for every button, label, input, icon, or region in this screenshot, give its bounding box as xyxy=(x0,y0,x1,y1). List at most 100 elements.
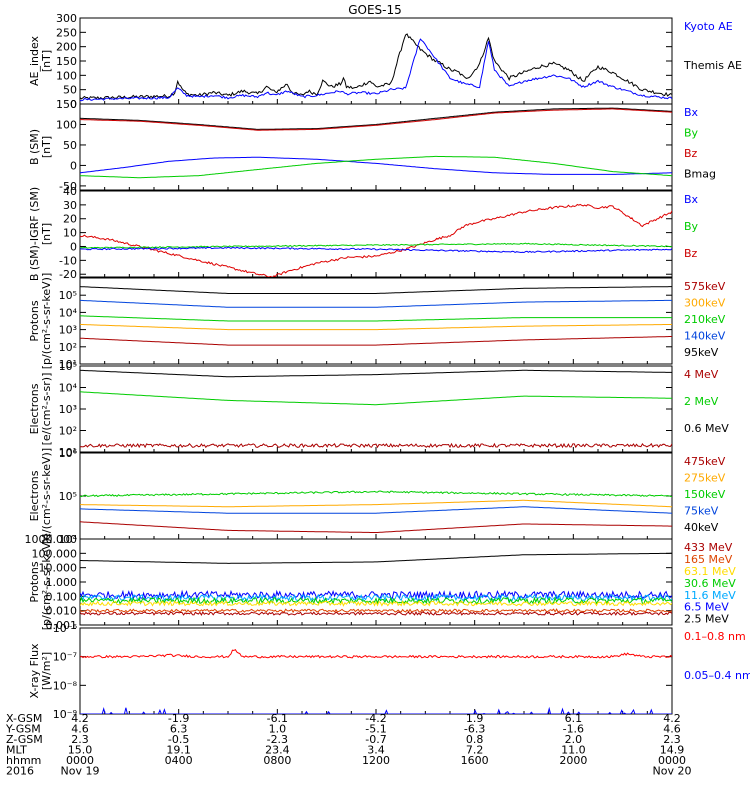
y-tick-label: 10⁵ xyxy=(59,289,77,302)
ephemeris-value: -0.7 xyxy=(365,733,386,746)
legend-entry: 210keV xyxy=(684,313,726,326)
legend-entry: Bx xyxy=(684,106,699,119)
y-tick-label: 150 xyxy=(56,98,77,111)
series-line-kyoto-ae xyxy=(80,38,672,102)
y-tick-label: 50 xyxy=(63,139,77,152)
legend-entry: 275keV xyxy=(684,472,726,485)
y-tick-label: 1000.000 xyxy=(25,533,78,546)
ephemeris-value: 4.2 xyxy=(663,712,681,725)
ephemeris-value: -6.3 xyxy=(464,723,485,736)
y-tick-label: 200 xyxy=(56,41,77,54)
y-tick-label: 300 xyxy=(56,12,77,25)
ephemeris-value: 1.0 xyxy=(269,723,287,736)
series-line-2-mev xyxy=(80,391,672,406)
y-tick-label: 100.000 xyxy=(32,547,78,560)
y-tick-label: 0 xyxy=(70,159,77,172)
series-line-by xyxy=(80,242,672,249)
y-axis-label: Protons[p/(cm²-s-sr-keV)] xyxy=(28,534,53,631)
legend-entry: 11.6 MeV xyxy=(684,589,736,602)
legend-entry: 30.6 MeV xyxy=(684,577,736,590)
y-tick-label: 10² xyxy=(59,341,77,354)
series-line-30-6-mev xyxy=(80,596,672,606)
legend-entry: 0.6 MeV xyxy=(684,422,729,435)
y-axis-label: B (SM)-IGRF (SM)[nT] xyxy=(28,187,53,281)
ephemeris-value: 1200 xyxy=(362,754,390,767)
ephemeris-value: 4.6 xyxy=(71,723,89,736)
legend-entry: 4 MeV xyxy=(684,368,719,381)
y-tick-label: 20 xyxy=(63,213,77,226)
legend-entry: 6.5 MeV xyxy=(684,601,729,614)
legend-entry: 433 MeV xyxy=(684,541,733,554)
ephemeris-value: Nov 19 xyxy=(61,765,100,778)
y-tick-label: 10⁴ xyxy=(59,382,78,395)
ephemeris-value: Nov 20 xyxy=(653,765,692,778)
series-line-575kev xyxy=(80,336,672,346)
panel-protons_mag: 10¹ 10² 10³ 10⁴ 10⁵ Protons[p/(cm²-s-sr-keV)]… xyxy=(28,273,726,371)
series-line-165-mev xyxy=(80,608,672,614)
ephemeris-row-label: MLT xyxy=(6,744,27,757)
ephemeris-value: 0000 xyxy=(658,754,686,767)
y-tick-label: 10¹ xyxy=(59,358,77,371)
chart-title: GOES-15 xyxy=(348,3,402,17)
y-tick-label: 150 xyxy=(56,55,77,68)
y-tick-label: 10⁻⁸ xyxy=(53,679,78,692)
x-axis-ephemeris: X-GSM 4.2 -1.9 -6.1 -4.2 1.9 6.1 4.2 Y-GSM 4.6 6.3… xyxy=(5,712,691,778)
series-line-475kev xyxy=(80,521,672,533)
panel-frame xyxy=(79,17,673,105)
series-line-95kev xyxy=(80,286,672,294)
y-tick-label: 10⁶ xyxy=(59,447,78,460)
y-tick-label: -10 xyxy=(59,254,77,267)
legend-entry: 165 MeV xyxy=(684,553,733,566)
y-tick-label: 1.000 xyxy=(46,576,78,589)
ephemeris-row-label: Z-GSM xyxy=(6,733,43,746)
legend-entry: 63.1 MeV xyxy=(684,565,736,578)
legend-entry: 300keV xyxy=(684,297,726,310)
y-tick-label: 100 xyxy=(56,69,77,82)
ephemeris-value: 3.4 xyxy=(367,744,385,757)
ephemeris-value: 2000 xyxy=(559,754,587,767)
ephemeris-value: 1.9 xyxy=(466,712,484,725)
series-line-433-mev xyxy=(80,611,672,616)
legend-entry: 575keV xyxy=(684,280,726,293)
ephemeris-row-label: 2016 xyxy=(6,765,34,778)
y-tick-label: 10³ xyxy=(59,324,77,337)
series-line-bx xyxy=(80,156,672,175)
legend-entry: 2 MeV xyxy=(684,395,719,408)
ephemeris-value: 23.4 xyxy=(265,744,290,757)
y-tick-label: 10⁻⁷ xyxy=(53,651,77,664)
legend-entry: 150keV xyxy=(684,488,726,501)
legend-entry: Bx xyxy=(684,193,699,206)
panel-frame xyxy=(79,190,673,278)
ephemeris-value: 7.2 xyxy=(466,744,484,757)
y-tick-label: 10⁴ xyxy=(59,306,78,319)
series-line-themis-ae xyxy=(80,33,672,101)
legend-entry: By xyxy=(684,220,699,233)
y-tick-label: 10³ xyxy=(59,403,77,416)
ephemeris-value: 19.1 xyxy=(166,744,191,757)
y-axis-label: Electrons[e/(cm²-s-sr)] xyxy=(28,373,53,446)
ephemeris-value: 15.0 xyxy=(68,744,93,757)
legend-entry: 40keV xyxy=(684,521,719,534)
series-line-275kev xyxy=(80,499,672,508)
legend-entry: 95keV xyxy=(684,346,719,359)
legend-entry: By xyxy=(684,126,699,139)
ephemeris-value: 11.0 xyxy=(561,744,586,757)
y-tick-label: 10⁻⁹ xyxy=(53,708,77,721)
panel-b_sm: -50 0 50 100 150 B (SM)[nT] Bx By Bz Bmag xyxy=(28,98,716,193)
series-line-0-1-0-8-nm xyxy=(80,649,672,659)
ephemeris-value: -6.1 xyxy=(267,712,288,725)
ephemeris-value: 0.8 xyxy=(466,733,484,746)
panel-frame xyxy=(79,452,673,540)
y-tick-label: 10⁻⁶ xyxy=(53,622,78,635)
ephemeris-row-label: hhmm xyxy=(6,754,41,767)
series-line-300kev xyxy=(80,323,672,331)
series-line-bmag xyxy=(80,107,672,130)
ephemeris-value: 14.9 xyxy=(660,744,685,757)
y-tick-label: 10⁵ xyxy=(59,490,77,503)
y-tick-label: 0 xyxy=(70,98,77,111)
series-line-140kev xyxy=(80,299,672,308)
y-tick-label: 250 xyxy=(56,26,77,39)
